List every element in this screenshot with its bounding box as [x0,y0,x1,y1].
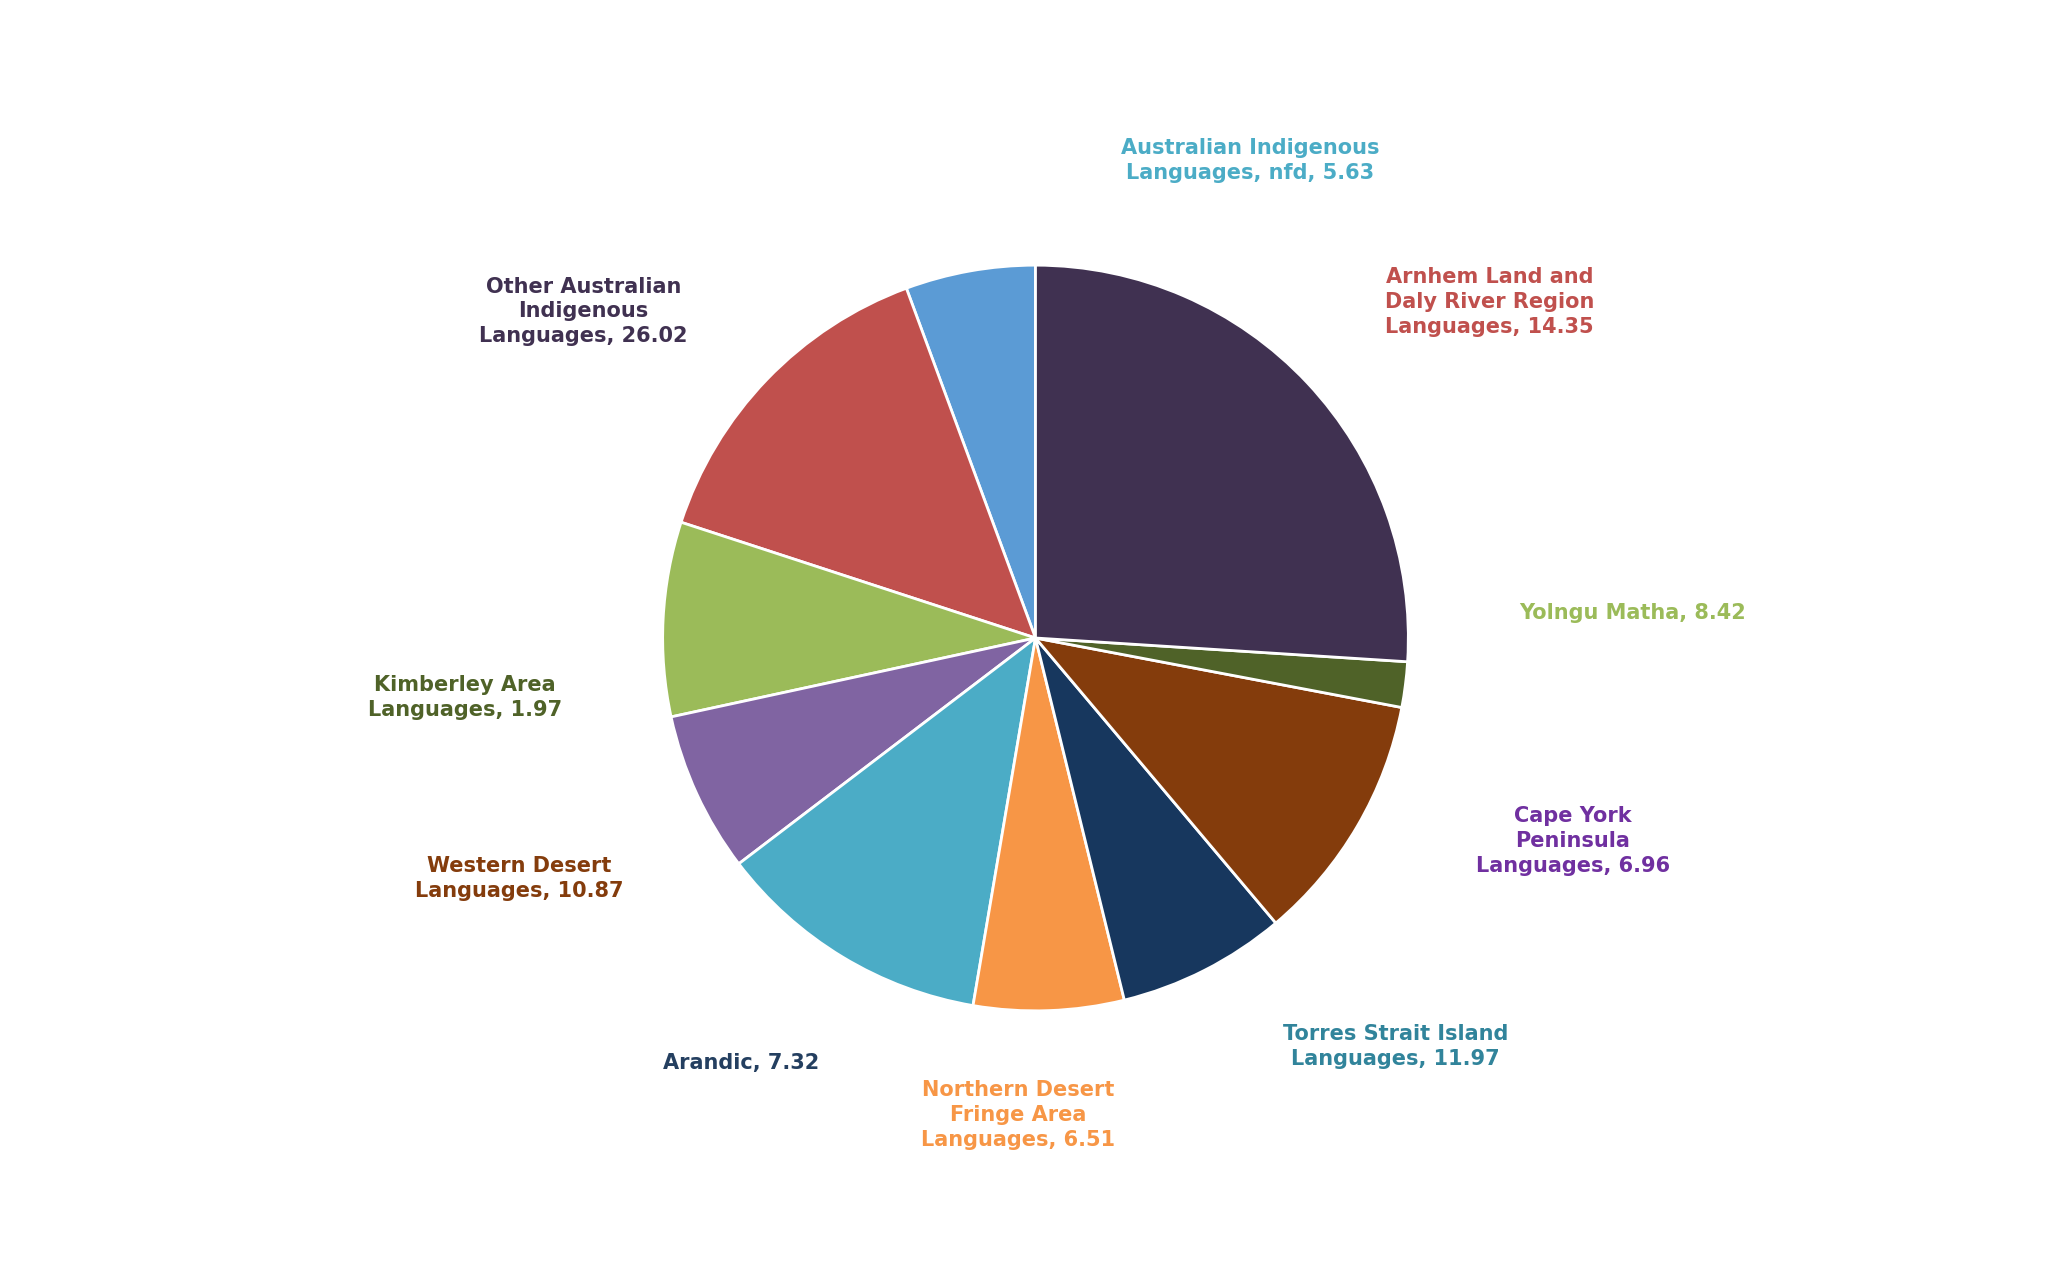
Wedge shape [1036,638,1408,707]
Text: Other Australian
Indigenous
Languages, 26.02: Other Australian Indigenous Languages, 2… [478,277,688,346]
Wedge shape [973,638,1125,1011]
Wedge shape [663,522,1036,717]
Wedge shape [1036,638,1276,1000]
Text: Cape York
Peninsula
Languages, 6.96: Cape York Peninsula Languages, 6.96 [1477,806,1669,875]
Wedge shape [1036,638,1402,923]
Text: Northern Desert
Fringe Area
Languages, 6.51: Northern Desert Fringe Area Languages, 6… [922,1079,1116,1150]
Text: Kimberley Area
Languages, 1.97: Kimberley Area Languages, 1.97 [369,675,561,720]
Wedge shape [671,638,1036,864]
Text: Yolngu Matha, 8.42: Yolngu Matha, 8.42 [1520,604,1746,623]
Wedge shape [739,638,1036,1005]
Text: Australian Indigenous
Languages, nfd, 5.63: Australian Indigenous Languages, nfd, 5.… [1120,139,1379,184]
Text: Western Desert
Languages, 10.87: Western Desert Languages, 10.87 [414,856,623,901]
Wedge shape [681,288,1036,638]
Text: Arnhem Land and
Daly River Region
Languages, 14.35: Arnhem Land and Daly River Region Langua… [1385,267,1595,337]
Text: Arandic, 7.32: Arandic, 7.32 [663,1054,820,1073]
Wedge shape [907,265,1036,638]
Text: Torres Strait Island
Languages, 11.97: Torres Strait Island Languages, 11.97 [1282,1023,1508,1069]
Wedge shape [1036,265,1408,662]
